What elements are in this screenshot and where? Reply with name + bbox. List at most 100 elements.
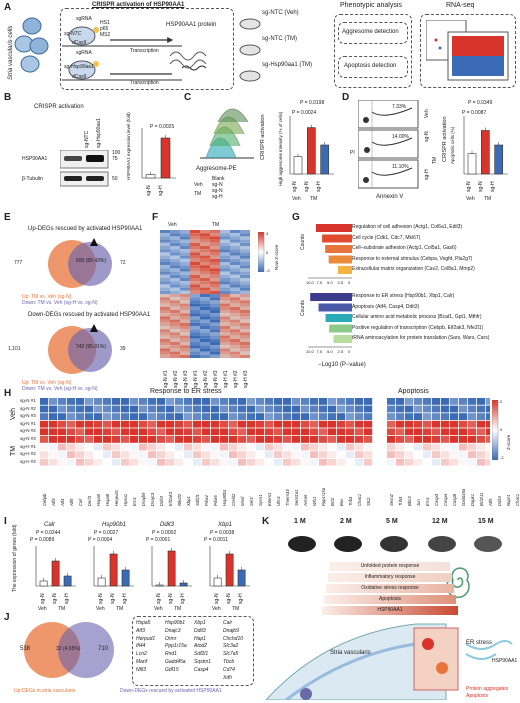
heat-cell (170, 322, 180, 326)
h-cell (337, 458, 346, 466)
heat-cell (240, 246, 250, 250)
h-cell (319, 405, 328, 413)
heat-cell (230, 313, 240, 317)
b-title: CRISPR activation (34, 104, 84, 110)
h-cell (175, 436, 184, 443)
h-cell (193, 436, 202, 443)
h-cell (256, 458, 265, 466)
heat-cell (180, 236, 190, 240)
heat-cell (200, 255, 210, 259)
h-cell (157, 458, 166, 466)
h-gene-label: Atf3 (51, 498, 56, 506)
heat-cell (230, 246, 240, 250)
k-inhibit: HSP90AA1 (492, 658, 518, 664)
c-p2: P = 0.0024 (292, 110, 317, 116)
heat-cell (230, 236, 240, 240)
h-cell (103, 428, 112, 436)
h-cell (193, 405, 202, 413)
h-cell (67, 458, 76, 466)
panel-label-k: K (262, 516, 270, 527)
heat-cell (220, 342, 230, 346)
h-cell (76, 451, 85, 458)
protein-label: HSP90AA1 protein (166, 22, 217, 28)
h-cell (112, 413, 121, 420)
heat-cell (210, 230, 220, 234)
i-x-label: sg-H (122, 593, 128, 604)
heat-cell (170, 262, 180, 266)
crispr-box (60, 8, 234, 90)
heat-cell (170, 300, 180, 304)
g-term-up-3: Cell–substrate adhesion (Actg1, Col5a1, … (352, 245, 457, 251)
heat-cell (180, 322, 190, 326)
j-gene: Cd74 (223, 666, 235, 673)
g-bar-up (315, 224, 352, 232)
i-group-tm: TM (58, 606, 66, 612)
h-cell (396, 443, 405, 451)
h-cell (459, 413, 468, 420)
heat-cell (170, 249, 180, 253)
heat-cell (230, 230, 240, 234)
heat-cell (160, 249, 170, 253)
i-ylabel: The expression of genes (fold) (12, 524, 18, 592)
heat-cell (160, 300, 170, 304)
h-cell (49, 428, 58, 436)
h-cell (405, 420, 414, 428)
h-gene-label: Wfs1 (312, 496, 317, 506)
panel-label-h: H (4, 388, 12, 399)
h-cell (211, 420, 220, 428)
heat-cell (220, 297, 230, 301)
heat-cell (190, 345, 200, 349)
h-cell (238, 436, 247, 443)
panel-label-j: J (4, 612, 10, 623)
heat-cell (230, 329, 240, 333)
h-gene-label: Eif2ak3 (168, 492, 173, 506)
h-cell (67, 405, 76, 413)
h-cell (319, 420, 328, 428)
heat-cell (240, 332, 250, 336)
heat-cell (210, 281, 220, 285)
heat-cell (240, 268, 250, 272)
heat-cell (210, 287, 220, 291)
h-cell (49, 436, 58, 443)
heat-cell (170, 313, 180, 317)
h-cell (238, 398, 247, 405)
heat-cell (180, 303, 190, 307)
h-cell (247, 413, 256, 420)
c-legend-sgh: sg-H (212, 194, 223, 200)
heat-cell (180, 278, 190, 282)
heat-cell (210, 313, 220, 317)
h-cell (274, 443, 283, 451)
h-cell (103, 436, 112, 443)
h-gene-label: Trib3 (348, 496, 353, 506)
heat-cell (190, 242, 200, 246)
heat-cell (190, 281, 200, 285)
g-bar-up (328, 255, 352, 264)
heat-cell (240, 278, 250, 282)
heat-cell (220, 310, 230, 314)
h-cell (49, 451, 58, 458)
h-gene-label: Jun (416, 499, 421, 506)
h-cell (211, 428, 220, 436)
panel-label-e: E (4, 212, 11, 223)
panel-label-d: D (342, 92, 350, 103)
h-cell (247, 420, 256, 428)
h-cell (85, 420, 94, 428)
g-term-up-2: Cell cycle (Cdk1, Cdc7, Mki67) (352, 234, 421, 241)
h-cell (229, 420, 238, 428)
heat-cell (220, 303, 230, 307)
h-cell (414, 420, 423, 428)
j-right: 710 (98, 646, 109, 652)
heat-cell (200, 322, 210, 326)
heat-cell (220, 329, 230, 333)
heat-cell (220, 354, 230, 358)
j-gene: Hsp90b1 (165, 620, 186, 626)
heat-cell (200, 271, 210, 275)
heat-cell (220, 268, 230, 272)
h-gene-label: Ufm1 (276, 495, 281, 506)
heat-cell (200, 313, 210, 317)
apoptosis-label: Apoptosis detection (344, 63, 397, 69)
bar-2 (179, 582, 188, 587)
f-scale-0: 0 (266, 250, 269, 255)
heat-cell (190, 338, 200, 342)
h-gene-label: Ern1 (425, 497, 430, 506)
